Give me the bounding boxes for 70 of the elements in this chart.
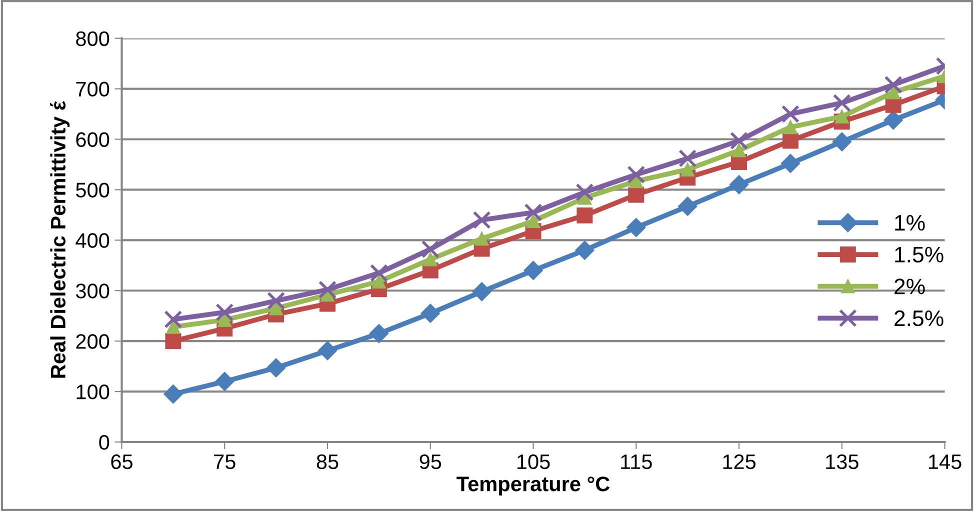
point <box>628 186 644 203</box>
point <box>215 372 234 391</box>
point <box>472 210 491 230</box>
point <box>420 304 440 323</box>
y-axis-title: Real Dielectric Permittivity έ <box>50 100 70 378</box>
point <box>678 196 698 216</box>
point <box>832 132 852 152</box>
point <box>627 166 646 184</box>
point <box>732 143 746 158</box>
y-tick-label: 700 <box>76 82 110 97</box>
point <box>267 292 286 310</box>
x-tick-label: 95 <box>420 454 442 470</box>
point <box>165 333 182 350</box>
point <box>524 203 542 222</box>
y-tick-label: 0 <box>99 435 110 450</box>
point <box>474 232 489 246</box>
legend-label: 2% <box>894 278 925 294</box>
y-tick-label: 300 <box>76 284 110 298</box>
x-tick-label: 65 <box>111 454 132 470</box>
x-tick-label: 135 <box>826 454 858 470</box>
point <box>372 274 386 288</box>
point <box>678 149 697 168</box>
y-tick-label: 100 <box>76 384 110 400</box>
point <box>784 120 798 134</box>
x-tick-label: 145 <box>928 454 962 470</box>
point <box>680 162 695 176</box>
point <box>782 132 798 149</box>
y-tick-label: 200 <box>76 334 110 349</box>
y-tick-label: 400 <box>76 233 110 248</box>
point <box>832 94 851 112</box>
point <box>884 76 902 94</box>
point <box>886 85 900 100</box>
point <box>318 280 337 299</box>
point <box>423 252 438 266</box>
x-tick-label: 115 <box>621 454 652 470</box>
x-tick-label: 85 <box>316 454 338 470</box>
point <box>575 240 594 260</box>
point <box>730 132 748 150</box>
point <box>369 324 388 344</box>
point <box>781 104 800 124</box>
point <box>164 384 183 404</box>
point <box>218 312 232 327</box>
legend-label: 1% <box>895 215 925 231</box>
point <box>780 154 800 174</box>
point <box>216 303 234 322</box>
x-tick-label: 105 <box>517 454 550 470</box>
point <box>626 218 646 238</box>
point <box>472 282 492 302</box>
point <box>266 358 286 378</box>
legend-label: 1.5% <box>895 246 944 263</box>
point <box>269 301 284 316</box>
point <box>164 310 182 328</box>
point <box>834 110 849 124</box>
x-tick-label: 125 <box>723 454 756 470</box>
point <box>166 320 180 334</box>
point <box>576 207 593 224</box>
point <box>370 264 388 282</box>
point <box>526 214 540 228</box>
y-tick-label: 500 <box>76 182 110 198</box>
point <box>884 110 903 130</box>
x-axis-title: Temperature °C <box>456 476 610 496</box>
point <box>576 183 594 202</box>
legend-label: 2.5% <box>894 310 944 326</box>
point <box>421 240 440 258</box>
point <box>729 175 749 194</box>
x-tick-label: 75 <box>214 454 236 470</box>
point <box>524 260 543 280</box>
y-tick-label: 800 <box>76 31 110 46</box>
y-tick-label: 600 <box>76 132 110 147</box>
point <box>318 341 338 360</box>
